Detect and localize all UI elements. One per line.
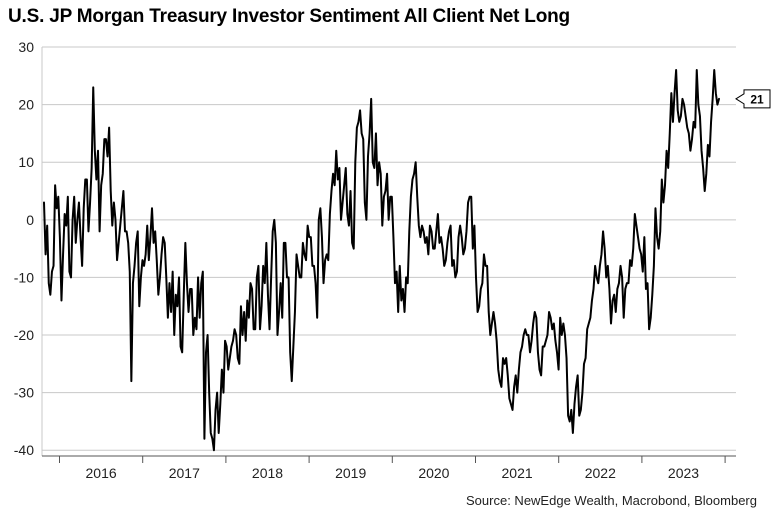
source-note: Source: NewEdge Wealth, Macrobond, Bloom… [466,493,757,508]
x-tick-label: 2023 [668,465,699,481]
x-tick-label: 2016 [86,465,117,481]
y-tick-label: 20 [18,97,34,113]
y-tick-label: 30 [18,39,34,55]
y-tick-label: -20 [14,327,34,343]
last-value-label: 21 [750,92,764,106]
last-value-callout: 21 [735,89,771,109]
x-tick-label: 2022 [585,465,616,481]
x-tick-label: 2017 [169,465,200,481]
y-axis: 30 20 10 0 -10 -20 -30 -40 [14,39,34,458]
x-tick-label: 2021 [502,465,533,481]
x-tick-label: 2020 [418,465,449,481]
y-tick-label: -30 [14,385,34,401]
x-tick-label: 2019 [335,465,366,481]
x-tick-label: 2018 [252,465,283,481]
chart-title: U.S. JP Morgan Treasury Investor Sentime… [8,6,570,27]
series-line [43,69,720,452]
y-tick-label: -40 [14,442,34,458]
y-tick-label: 0 [26,212,34,228]
series-net-long [43,69,720,452]
y-tick-label: -10 [14,269,34,285]
callout-box [735,89,771,109]
y-tick-label: 10 [18,154,34,170]
x-axis: 2016 2017 2018 2019 2020 2021 2022 2023 [42,455,736,481]
